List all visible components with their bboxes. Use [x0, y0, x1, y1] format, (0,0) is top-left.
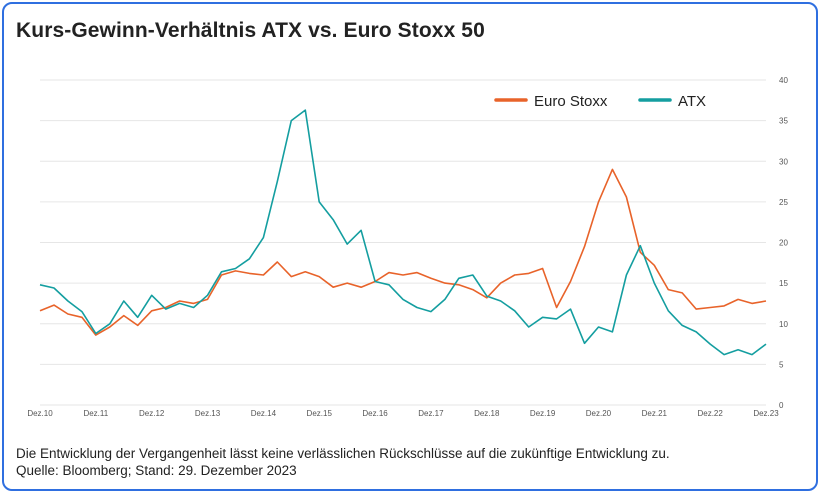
y-tick-label: 15: [779, 279, 788, 288]
x-tick-label: Dez.20: [586, 409, 612, 418]
y-tick-label: 40: [779, 76, 788, 85]
legend-label-euro-stoxx: Euro Stoxx: [534, 93, 608, 110]
x-tick-label: Dez.11: [83, 409, 108, 418]
x-tick-label: Dez.21: [642, 409, 668, 418]
series-line-atx: [39, 109, 767, 356]
y-axis-ticks: 0 5 10 15 20 25 30 35 40: [779, 76, 788, 410]
series-line-euro-stoxx: [39, 168, 767, 336]
x-tick-label: Dez.14: [251, 409, 277, 418]
x-tick-label: Dez.15: [307, 409, 333, 418]
legend-label-atx: ATX: [678, 93, 706, 110]
x-tick-label: Dez.22: [697, 409, 723, 418]
y-tick-label: 10: [779, 320, 788, 329]
x-tick-label: Dez.23: [753, 409, 779, 418]
chart-title: Kurs-Gewinn-Verhältnis ATX vs. Euro Stox…: [16, 19, 485, 42]
x-axis-ticks: Dez.10 Dez.11 Dez.12 Dez.13 Dez.14 Dez.15 Dez.…: [27, 409, 779, 418]
x-tick-label: Dez.18: [474, 409, 500, 418]
y-tick-label: 5: [779, 360, 784, 369]
legend: Euro Stoxx ATX: [494, 93, 706, 110]
y-tick-label: 0: [779, 401, 784, 410]
x-tick-label: Dez.13: [195, 409, 221, 418]
y-tick-label: 35: [779, 117, 788, 126]
source-text: Quelle: Bloomberg; Stand: 29. Dezember 2…: [16, 463, 297, 478]
x-tick-label: Dez.16: [362, 409, 388, 418]
x-tick-label: Dez.17: [418, 409, 444, 418]
disclaimer-text: Die Entwicklung der Vergangenheit lässt …: [16, 446, 670, 461]
y-tick-label: 20: [779, 239, 788, 248]
x-tick-label: Dez.12: [139, 409, 165, 418]
series-lines: [39, 109, 767, 356]
y-tick-label: 25: [779, 198, 788, 207]
chart-grid: [40, 79, 766, 406]
y-tick-label: 30: [779, 157, 788, 166]
x-tick-label: Dez.19: [530, 409, 556, 418]
x-tick-label: Dez.10: [27, 409, 53, 418]
